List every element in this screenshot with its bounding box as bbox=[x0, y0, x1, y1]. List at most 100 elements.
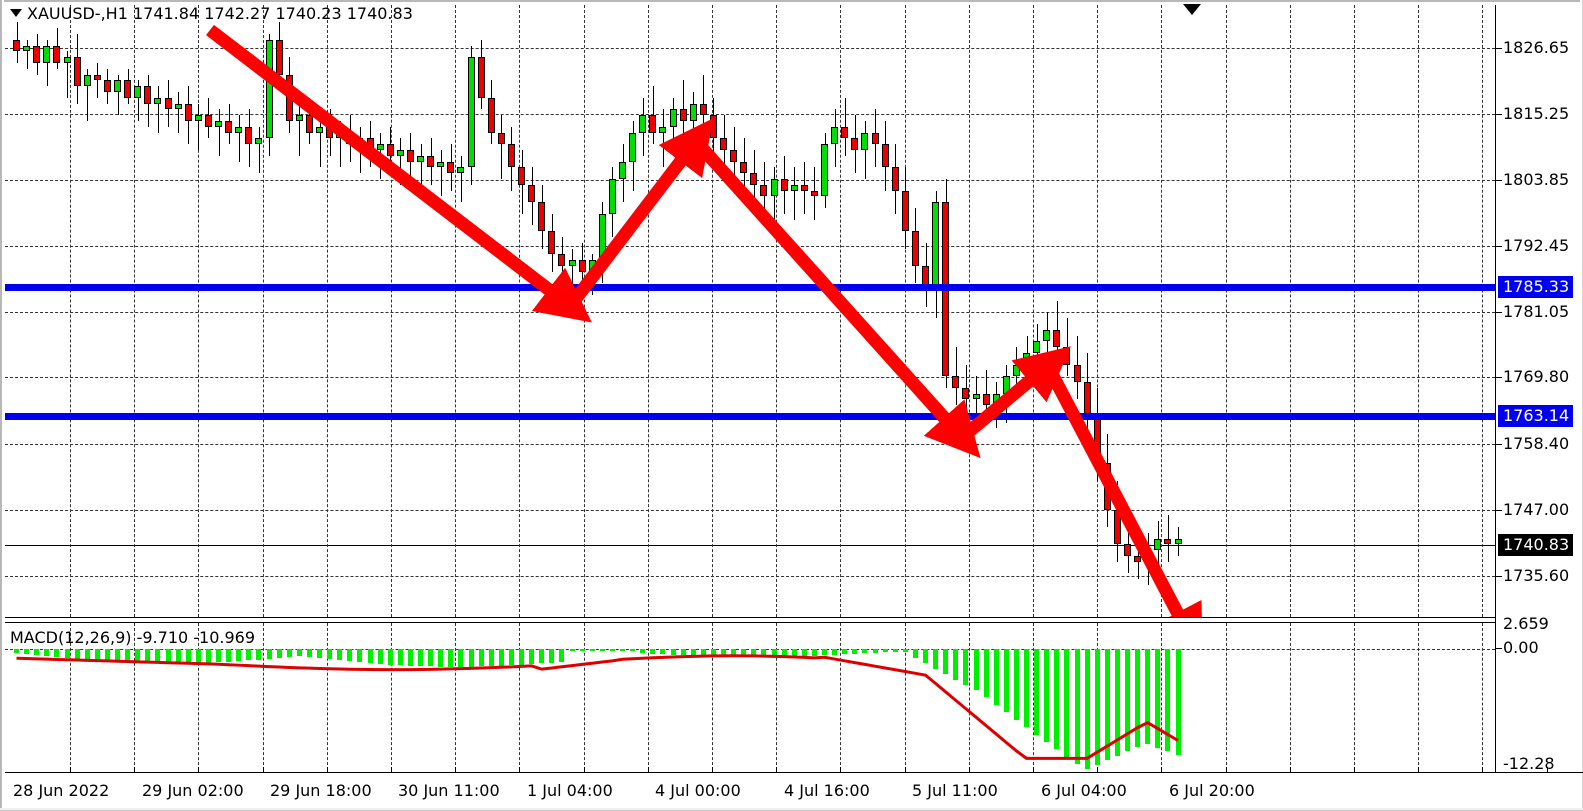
macd-histogram-bar bbox=[852, 649, 858, 654]
macd-histogram-bar bbox=[458, 649, 464, 667]
candle-wick bbox=[359, 126, 361, 174]
time-gridline bbox=[262, 5, 264, 617]
candle-wick bbox=[693, 92, 695, 150]
price-axis-label: 1803.85 bbox=[1503, 169, 1570, 189]
candlestick bbox=[1134, 556, 1142, 562]
candlestick bbox=[699, 103, 707, 116]
candlestick bbox=[629, 132, 637, 162]
time-gridline bbox=[455, 5, 457, 617]
candlestick bbox=[366, 138, 374, 150]
time-axis-label: 29 Jun 02:00 bbox=[142, 781, 244, 800]
candlestick bbox=[33, 45, 41, 63]
candlestick bbox=[164, 97, 172, 110]
macd-histogram-bar bbox=[175, 649, 181, 664]
macd-histogram-bar bbox=[519, 649, 524, 665]
macd-histogram-bar bbox=[478, 649, 484, 667]
time-axis-tick bbox=[1033, 767, 1034, 773]
time-gridline bbox=[1482, 5, 1484, 617]
price-axis-tick bbox=[1496, 312, 1502, 314]
macd-time-gridline bbox=[1161, 623, 1163, 770]
macd-histogram-bar bbox=[135, 649, 141, 663]
candlestick bbox=[245, 126, 253, 145]
price-axis-label: 1815.25 bbox=[1503, 103, 1570, 123]
price-axis[interactable]: 1826.65 1815.25 1803.85 1792.45 1781.05 1769.… bbox=[1495, 5, 1583, 773]
macd-histogram-bar bbox=[1125, 649, 1130, 752]
time-axis-label: 6 Jul 20:00 bbox=[1169, 781, 1255, 800]
candle-wick bbox=[178, 92, 180, 133]
macd-histogram-bar bbox=[1003, 649, 1009, 713]
price-chart-panel[interactable] bbox=[5, 5, 1495, 617]
current-price-tag[interactable]: 1740.83 bbox=[1498, 534, 1574, 557]
candlestick bbox=[184, 103, 192, 121]
price-axis-tick bbox=[1496, 246, 1502, 248]
support-line[interactable] bbox=[5, 413, 1495, 421]
support-line[interactable] bbox=[5, 284, 1495, 292]
candlestick bbox=[265, 39, 273, 139]
price-axis-tick bbox=[1496, 113, 1502, 115]
macd-time-gridline bbox=[391, 623, 392, 770]
candlestick bbox=[750, 173, 758, 185]
macd-histogram-bar bbox=[1054, 649, 1060, 750]
candlestick bbox=[285, 74, 293, 122]
macd-histogram-bar bbox=[589, 649, 595, 652]
macd-histogram-bar bbox=[761, 649, 767, 657]
macd-histogram-bar bbox=[1145, 649, 1151, 745]
macd-histogram-bar bbox=[296, 649, 302, 657]
collapse-caret-icon[interactable] bbox=[10, 9, 22, 17]
price-axis-tick bbox=[1496, 47, 1502, 49]
macd-histogram-bar bbox=[741, 649, 747, 657]
macd-histogram-bar bbox=[710, 649, 716, 657]
candlestick bbox=[23, 45, 31, 52]
candlestick bbox=[43, 45, 51, 63]
time-gridline bbox=[70, 5, 71, 617]
candle-wick bbox=[864, 121, 866, 180]
candlestick bbox=[720, 138, 727, 150]
macd-histogram-bar bbox=[1044, 649, 1050, 742]
macd-histogram-bar bbox=[327, 649, 333, 660]
time-gridline bbox=[391, 5, 392, 617]
candlestick bbox=[1124, 544, 1131, 557]
candlestick bbox=[215, 121, 222, 127]
candlestick bbox=[124, 80, 132, 98]
candlestick bbox=[255, 138, 263, 145]
candle-wick bbox=[662, 109, 664, 168]
macd-histogram-bar bbox=[468, 649, 474, 667]
macd-histogram-bar bbox=[448, 649, 454, 667]
time-axis-tick bbox=[1161, 767, 1163, 773]
macd-histogram-bar bbox=[407, 649, 413, 666]
macd-histogram-bar bbox=[1175, 649, 1181, 755]
candle-wick bbox=[673, 97, 674, 156]
candlestick bbox=[1144, 550, 1152, 562]
candlestick bbox=[114, 80, 121, 92]
macd-histogram-bar bbox=[155, 649, 161, 664]
time-axis[interactable]: 28 Jun 2022 29 Jun 02:00 29 Jun 18:00 30 Ju… bbox=[5, 767, 1583, 808]
macd-histogram-bar bbox=[256, 649, 262, 660]
macd-histogram-bar bbox=[125, 649, 131, 663]
price-gridline bbox=[5, 443, 1495, 445]
time-gridline bbox=[1033, 5, 1034, 617]
support-price-tag[interactable]: 1763.14 bbox=[1498, 405, 1574, 428]
macd-histogram-bar bbox=[1135, 649, 1141, 747]
macd-histogram-bar bbox=[993, 649, 999, 705]
macd-histogram-bar bbox=[387, 649, 393, 665]
time-axis-label: 29 Jun 18:00 bbox=[270, 781, 372, 800]
support-price-tag[interactable]: 1785.33 bbox=[1498, 276, 1574, 299]
candlestick bbox=[911, 231, 919, 267]
macd-histogram-bar bbox=[357, 649, 363, 663]
macd-axis-label: 0.00 bbox=[1503, 638, 1539, 658]
candlestick bbox=[841, 126, 849, 139]
candle-wick bbox=[440, 150, 442, 197]
window-frame-top bbox=[0, 0, 1583, 4]
macd-histogram-bar bbox=[771, 649, 777, 657]
macd-histogram-bar bbox=[165, 649, 171, 664]
candlestick bbox=[790, 184, 798, 191]
time-axis-tick bbox=[1354, 767, 1355, 773]
candlestick bbox=[901, 190, 909, 232]
candlestick bbox=[13, 39, 20, 52]
macd-histogram-bar bbox=[226, 649, 232, 662]
time-axis-tick bbox=[70, 767, 71, 773]
candlestick bbox=[103, 80, 111, 92]
price-axis-label: 1769.80 bbox=[1503, 367, 1570, 387]
macd-indicator-panel[interactable]: MACD(12,26,9) -9.710 -10.969 bbox=[5, 622, 1495, 770]
time-gridline bbox=[1289, 5, 1291, 617]
